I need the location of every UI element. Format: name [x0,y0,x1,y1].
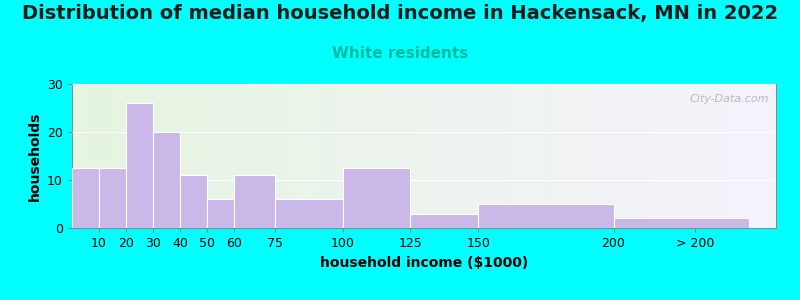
Text: City-Data.com: City-Data.com [690,94,769,104]
Bar [410,214,478,228]
X-axis label: household income ($1000): household income ($1000) [320,256,528,270]
Bar [478,204,614,228]
Bar [207,199,234,228]
Bar [126,103,154,228]
Text: Distribution of median household income in Hackensack, MN in 2022: Distribution of median household income … [22,4,778,23]
Bar [72,168,99,228]
Bar [180,175,207,228]
Bar [154,132,180,228]
Bar [342,168,410,228]
Text: White residents: White residents [332,46,468,62]
Bar [234,175,275,228]
Bar [614,218,749,228]
Bar [99,168,126,228]
Bar [275,199,342,228]
Y-axis label: households: households [27,111,42,201]
